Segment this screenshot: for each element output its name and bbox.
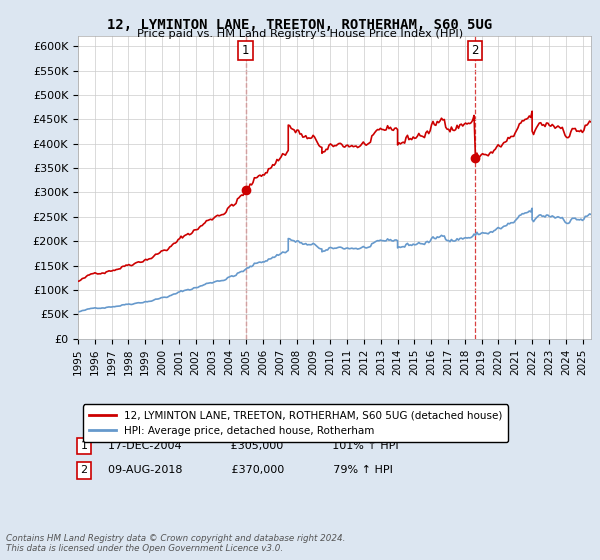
Text: 17-DEC-2004              £305,000              101% ↑ HPI: 17-DEC-2004 £305,000 101% ↑ HPI <box>101 441 399 451</box>
Text: 1: 1 <box>80 441 88 451</box>
Legend: 12, LYMINTON LANE, TREETON, ROTHERHAM, S60 5UG (detached house), HPI: Average pr: 12, LYMINTON LANE, TREETON, ROTHERHAM, S… <box>83 404 508 442</box>
Text: 2: 2 <box>472 44 479 57</box>
Text: 09-AUG-2018              £370,000              79% ↑ HPI: 09-AUG-2018 £370,000 79% ↑ HPI <box>101 465 393 475</box>
Text: 12, LYMINTON LANE, TREETON, ROTHERHAM, S60 5UG: 12, LYMINTON LANE, TREETON, ROTHERHAM, S… <box>107 18 493 32</box>
Text: 2: 2 <box>80 465 88 475</box>
Text: 1: 1 <box>242 44 249 57</box>
Text: Price paid vs. HM Land Registry's House Price Index (HPI): Price paid vs. HM Land Registry's House … <box>137 29 463 39</box>
Text: Contains HM Land Registry data © Crown copyright and database right 2024.
This d: Contains HM Land Registry data © Crown c… <box>6 534 346 553</box>
